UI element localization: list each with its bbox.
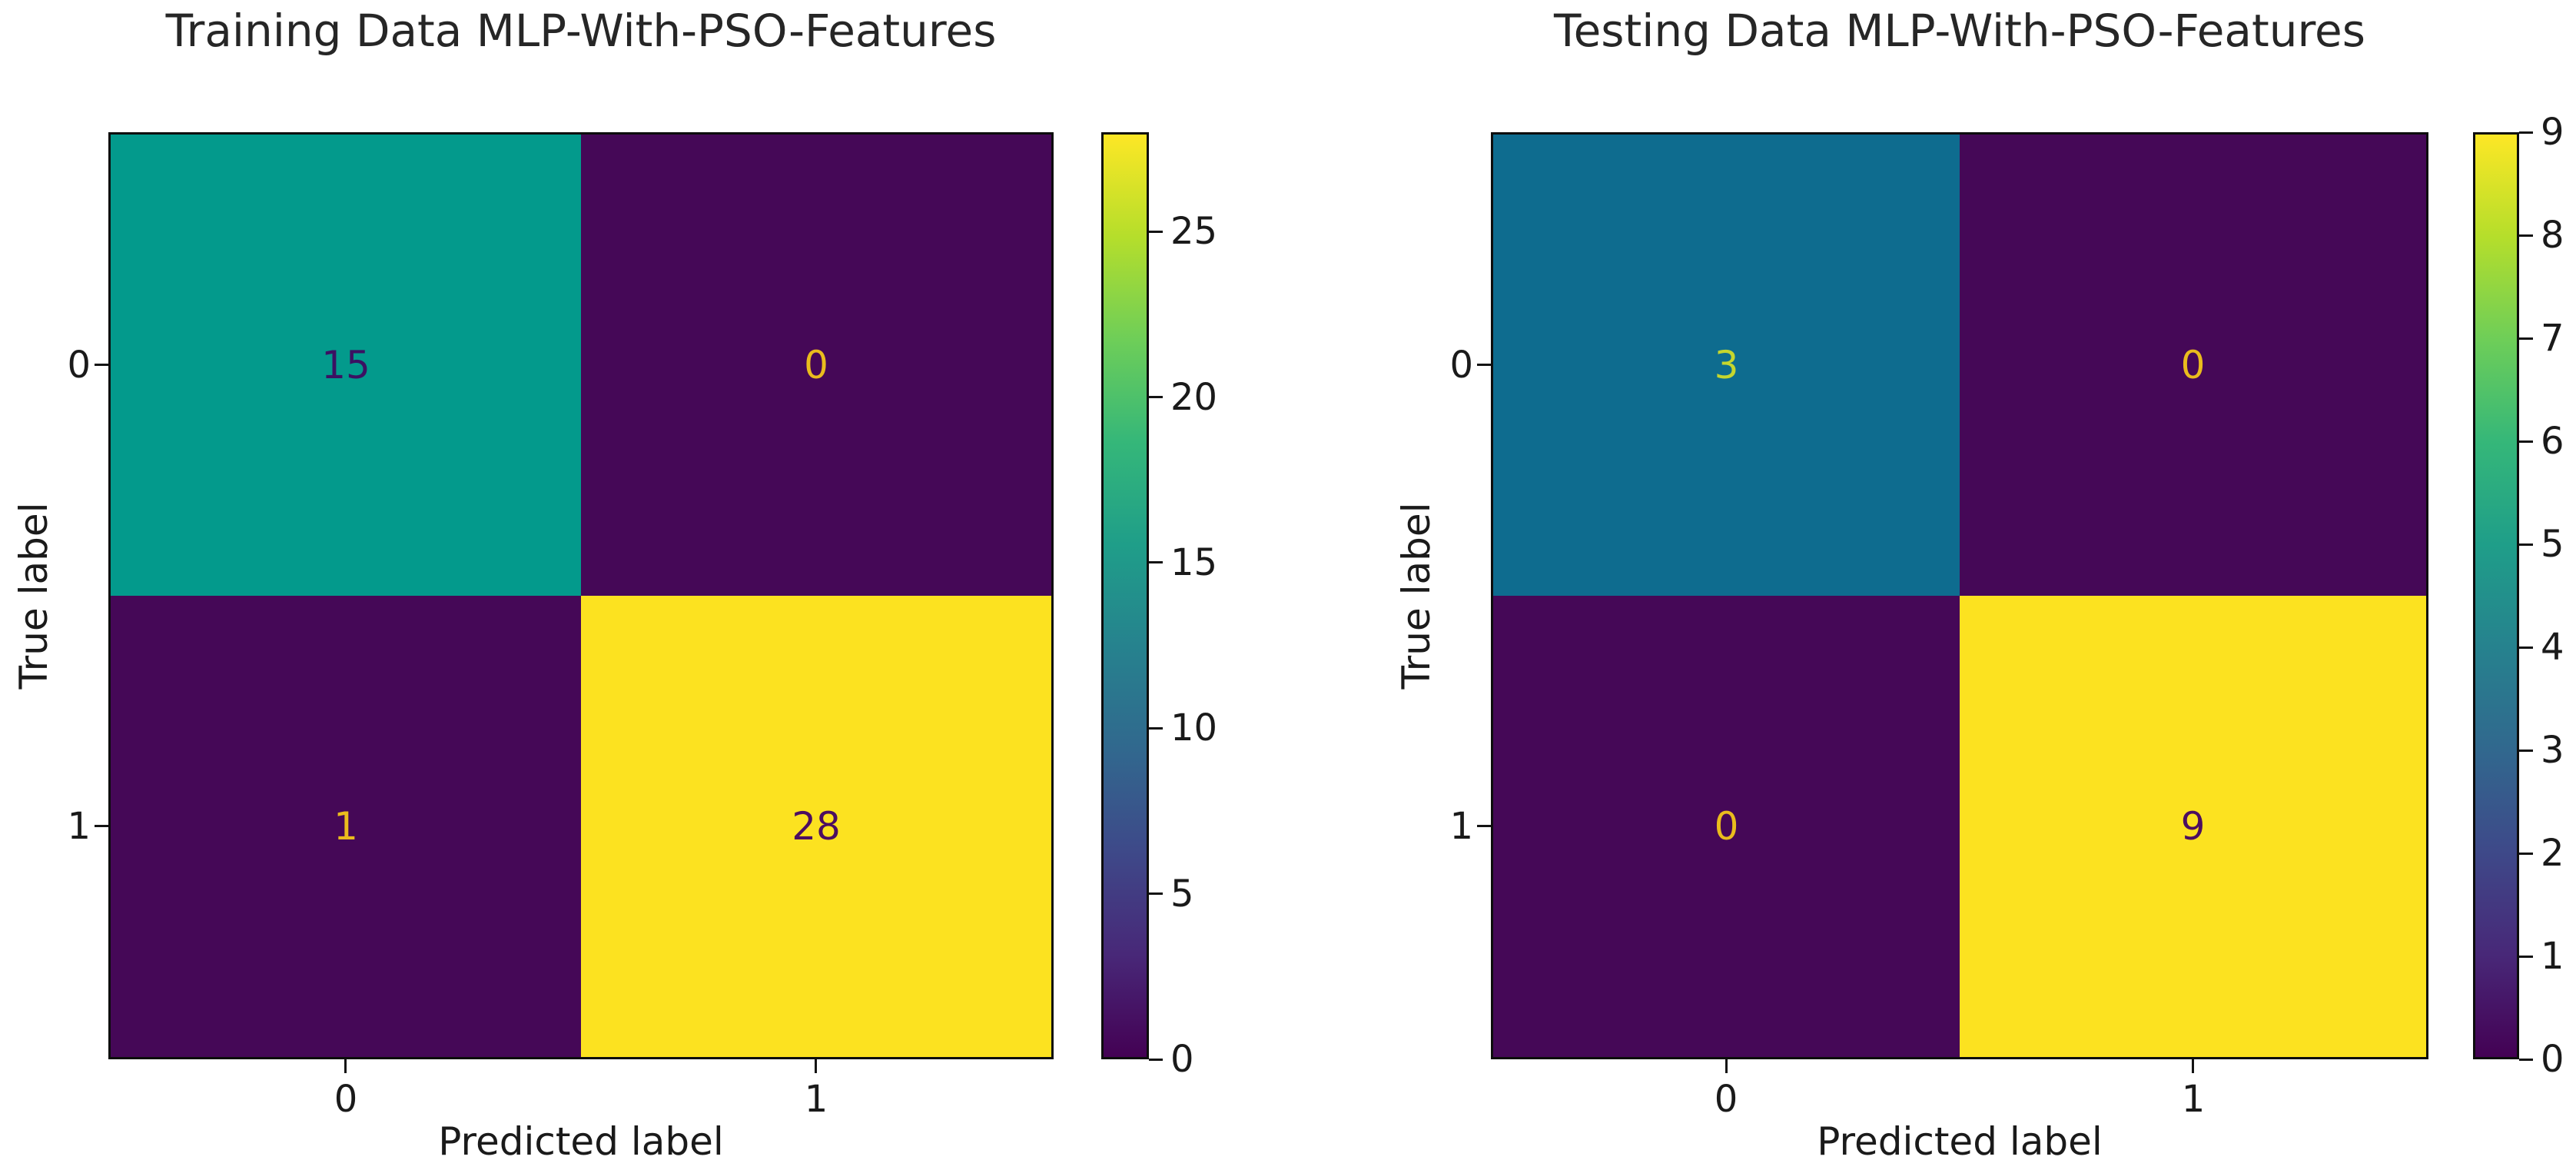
x-tick-mark: [815, 1059, 817, 1073]
y-tick-mark: [1477, 364, 1491, 366]
colorbar-tick-mark: [2519, 234, 2533, 237]
training-cell-true1-pred0: 1: [111, 596, 581, 1057]
colorbar-tick-mark: [2519, 337, 2533, 340]
colorbar-tick-label: 25: [1170, 210, 1218, 254]
colorbar-tick-label: 6: [2541, 420, 2564, 463]
x-tick-mark: [344, 1059, 347, 1073]
colorbar-tick-label: 5: [2541, 523, 2564, 566]
y-tick-mark: [95, 364, 108, 366]
colorbar-tick-mark: [2519, 131, 2533, 134]
training-x-tick-label-0: 0: [334, 1078, 358, 1121]
colorbar-tick-label: 1: [2541, 935, 2564, 978]
testing-x-tick-label-0: 0: [1714, 1078, 1738, 1121]
training-cell-true0-pred0: 15: [111, 135, 581, 596]
training-colorbar: [1101, 132, 1149, 1059]
x-tick-mark: [1725, 1059, 1728, 1073]
testing-cell-true0-pred1: 0: [1960, 135, 2426, 596]
training-cell-true0-pred1: 0: [581, 135, 1051, 596]
colorbar-tick-mark: [2519, 749, 2533, 752]
colorbar-tick-mark: [2519, 955, 2533, 958]
training-confusion-matrix: 15 0 1 28: [108, 132, 1054, 1059]
colorbar-tick-mark: [1149, 726, 1163, 730]
cell-value: 15: [321, 343, 370, 387]
colorbar-tick-mark: [1149, 1058, 1163, 1061]
testing-plot-title: Testing Data MLP-With-PSO-Features: [1554, 5, 2365, 57]
colorbar-tick-label: 20: [1170, 375, 1218, 419]
colorbar-tick-label: 8: [2541, 214, 2564, 257]
y-tick-mark: [1477, 825, 1491, 827]
colorbar-tick-mark: [2519, 543, 2533, 546]
training-y-axis-label: True label: [12, 502, 56, 690]
colorbar-tick-label: 10: [1170, 706, 1218, 750]
training-x-axis-label: Predicted label: [438, 1119, 724, 1164]
testing-confusion-matrix: 3 0 0 9: [1491, 132, 2428, 1059]
colorbar-tick-label: 7: [2541, 317, 2564, 360]
colorbar-tick-label: 9: [2541, 111, 2564, 154]
colorbar-tick-mark: [2519, 852, 2533, 855]
cell-value: 0: [1714, 804, 1739, 849]
colorbar-tick-mark: [1149, 230, 1163, 233]
colorbar-tick-mark: [2519, 440, 2533, 443]
training-plot-title: Training Data MLP-With-PSO-Features: [165, 5, 997, 57]
testing-x-axis-label: Predicted label: [1817, 1119, 2103, 1164]
cell-value: 28: [792, 804, 841, 849]
colorbar-tick-label: 0: [2541, 1038, 2564, 1081]
testing-cell-true1-pred0: 0: [1493, 596, 1960, 1057]
testing-y-axis-label: True label: [1394, 502, 1439, 690]
training-cell-true1-pred1: 28: [581, 596, 1051, 1057]
training-y-tick-label-1: 1: [67, 805, 91, 848]
training-x-tick-label-1: 1: [804, 1078, 828, 1121]
colorbar-tick-label: 4: [2541, 626, 2564, 669]
testing-x-tick-label-1: 1: [2181, 1078, 2206, 1121]
colorbar-tick-label: 2: [2541, 832, 2564, 875]
x-tick-mark: [2192, 1059, 2194, 1073]
testing-y-tick-label-1: 1: [1449, 805, 1473, 848]
cell-value: 1: [334, 804, 358, 849]
colorbar-tick-mark: [1149, 396, 1163, 399]
colorbar-tick-label: 5: [1170, 872, 1194, 916]
testing-colorbar: [2473, 132, 2519, 1059]
y-tick-mark: [95, 825, 108, 827]
testing-cell-true1-pred1: 9: [1960, 596, 2426, 1057]
colorbar-tick-mark: [1149, 892, 1163, 896]
colorbar-tick-mark: [2519, 646, 2533, 649]
cell-value: 0: [2180, 343, 2206, 387]
colorbar-tick-label: 3: [2541, 729, 2564, 772]
cell-value: 9: [2180, 804, 2206, 849]
colorbar-tick-label: 15: [1170, 540, 1218, 584]
colorbar-tick-mark: [1149, 561, 1163, 564]
training-y-tick-label-0: 0: [67, 344, 91, 387]
cell-value: 0: [804, 343, 828, 387]
colorbar-tick-mark: [2519, 1058, 2533, 1061]
colorbar-tick-label: 0: [1170, 1038, 1194, 1081]
testing-y-tick-label-0: 0: [1449, 344, 1473, 387]
cell-value: 3: [1714, 343, 1739, 387]
testing-cell-true0-pred0: 3: [1493, 135, 1960, 596]
